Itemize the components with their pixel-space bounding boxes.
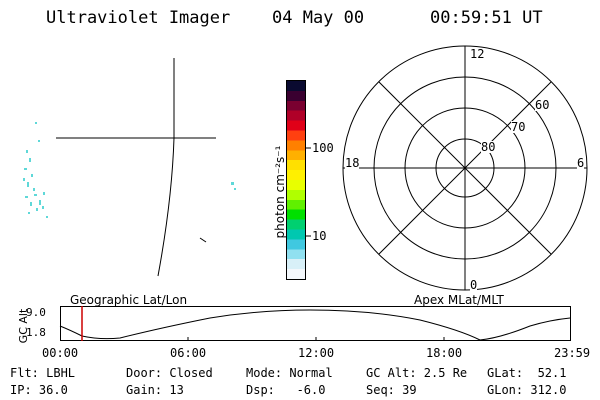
timeline-ytick-low: 1.8: [26, 326, 46, 339]
small-tick: [199, 237, 207, 243]
mlt-label-12: 12: [470, 47, 485, 61]
filter-status: Flt: LBHL: [10, 366, 76, 380]
timeline-xtick-0600: 06:00: [170, 346, 207, 360]
mode-status: Mode: Normal: [246, 366, 333, 380]
mlt-label-18: 18: [345, 156, 360, 170]
timeline-xtick-1200: 12:00: [298, 346, 335, 360]
timeline-ytick-high: 9.0: [26, 306, 46, 319]
terminator-line: [157, 137, 175, 277]
auroral-specks: [23, 122, 236, 218]
timeline-xtick-0000: 00:00: [42, 346, 79, 360]
colorbar-tick-100: 100: [312, 141, 334, 155]
ip-status: IP: 36.0: [10, 383, 68, 397]
gain-status: Gain: 13: [126, 383, 184, 397]
dsp-status: Dsp: -6.0: [246, 383, 326, 397]
lat-label-60: 60: [535, 98, 550, 112]
mlt-label-0: 0: [470, 278, 478, 292]
timeline-xtick-2359: 23:59: [554, 346, 591, 360]
timeline-xtick-1800: 18:00: [426, 346, 463, 360]
timeline-frame: [60, 306, 571, 341]
seq-status: Seq: 39: [366, 383, 417, 397]
door-status: Door: Closed: [126, 366, 213, 380]
colorbar-ticks: [306, 147, 311, 237]
instrument-title: Ultraviolet Imager: [46, 8, 231, 28]
mlt-label-6: 6: [577, 156, 585, 170]
gc-alt-status: GC Alt: 2.5 Re: [366, 366, 468, 380]
altitude-curve: [59, 309, 571, 341]
time-label: 00:59:51 UT: [430, 8, 543, 28]
uv-image-panel: [23, 58, 236, 277]
timeline-left-title: Geographic Lat/Lon: [70, 293, 188, 307]
colorbar: [286, 80, 306, 280]
polar-diagonal-2: [378, 81, 552, 255]
glat-status: GLat: 52.1: [487, 366, 567, 380]
lat-label-80: 80: [481, 140, 496, 154]
altitude-timeline: [59, 306, 571, 341]
glon-status: GLon: 312.0: [487, 383, 567, 397]
lat-label-70: 70: [511, 120, 526, 134]
date-label: 04 May 00: [272, 8, 365, 28]
timeline-right-title: Apex MLat/MLT: [414, 293, 504, 307]
colorbar-unit-label: photon cm⁻²s⁻¹: [273, 145, 287, 239]
polar-mlt-plot: [342, 45, 588, 291]
colorbar-tick-10: 10: [312, 229, 327, 243]
